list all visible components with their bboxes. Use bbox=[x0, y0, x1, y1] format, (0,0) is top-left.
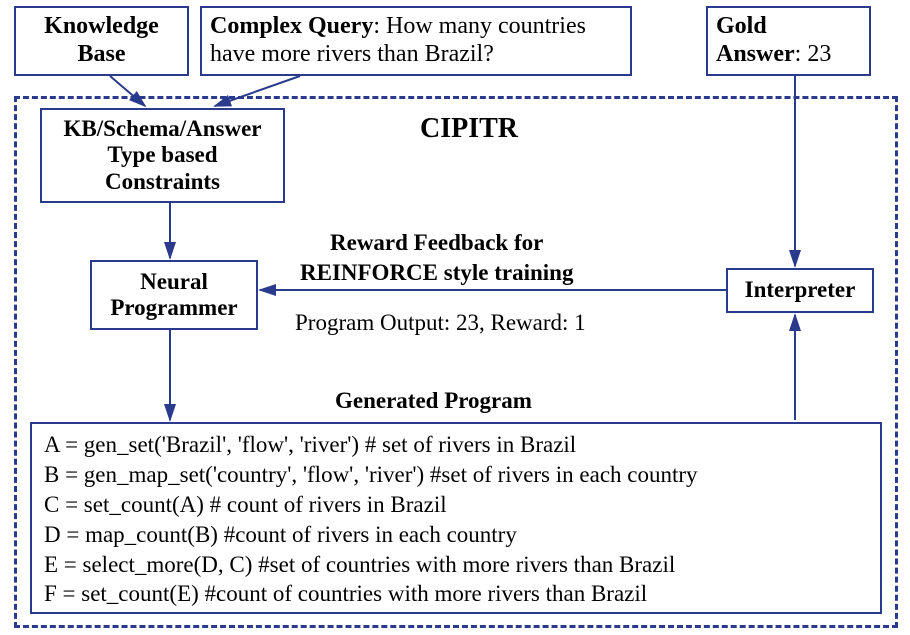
program-line-4: E = select_more(D, C) #set of countries … bbox=[44, 550, 868, 580]
program-line-0: A = gen_set('Brazil', 'flow', 'river') #… bbox=[44, 430, 868, 460]
feedback-output: Program Output: 23, Reward: 1 bbox=[295, 310, 586, 336]
gold-answer-box: Gold Answer: 23 bbox=[706, 6, 871, 76]
complex-query-box: Complex Query: How many countries have m… bbox=[200, 6, 632, 76]
generated-program-title: Generated Program bbox=[335, 388, 532, 414]
constraints-box: KB/Schema/Answer Type based Constraints bbox=[40, 108, 285, 203]
program-line-3: D = map_count(B) #count of rivers in eac… bbox=[44, 520, 868, 550]
program-line-2: C = set_count(A) # count of rivers in Br… bbox=[44, 490, 868, 520]
feedback-line2: REINFORCE style training bbox=[300, 260, 573, 286]
program-line-5: F = set_count(E) #count of countries wit… bbox=[44, 579, 868, 609]
neural-programmer-box: Neural Programmer bbox=[90, 260, 258, 330]
constraints-line1: KB/Schema/Answer bbox=[63, 116, 261, 141]
gold-prefix1: Gold bbox=[716, 13, 767, 39]
cipitr-title: CIPITR bbox=[420, 113, 518, 145]
generated-program-box: A = gen_set('Brazil', 'flow', 'river') #… bbox=[30, 422, 882, 614]
constraints-line2: Type based bbox=[107, 142, 217, 167]
feedback-line1: Reward Feedback for bbox=[330, 230, 543, 256]
constraints-line3: Constraints bbox=[105, 169, 220, 194]
kb-label-line1: Knowledge bbox=[44, 13, 159, 39]
gold-prefix2: Answer bbox=[716, 41, 795, 67]
gold-rest: : 23 bbox=[795, 41, 832, 67]
interpreter-box: Interpreter bbox=[726, 268, 874, 313]
complex-query-prefix: Complex Query bbox=[210, 13, 373, 39]
diagram-canvas: Knowledge Base Complex Query: How many c… bbox=[0, 0, 910, 635]
np-line1: Neural bbox=[140, 269, 208, 294]
kb-label-line2: Base bbox=[77, 41, 125, 67]
interpreter-label: Interpreter bbox=[745, 277, 856, 303]
program-line-1: B = gen_map_set('country', 'flow', 'rive… bbox=[44, 460, 868, 490]
knowledge-base-box: Knowledge Base bbox=[14, 6, 189, 76]
np-line2: Programmer bbox=[110, 295, 237, 320]
